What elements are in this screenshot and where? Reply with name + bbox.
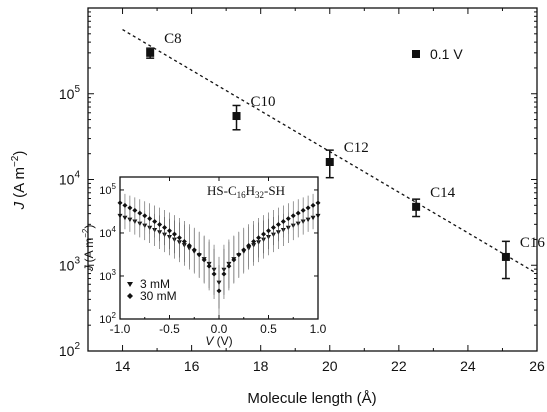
point-label: C16 — [520, 235, 546, 251]
main-y-axis-label: J(A m−2) — [10, 151, 28, 211]
inset-data-point — [127, 205, 133, 211]
inset-data-point — [122, 215, 128, 221]
inset-data-point — [275, 221, 281, 227]
data-point — [412, 202, 421, 211]
inset-data-point — [122, 202, 128, 208]
inset-x-tick-label: 0.0 — [211, 322, 228, 336]
inset-data-point — [310, 202, 316, 208]
inset-legend-label-1: 3 mM — [140, 277, 170, 291]
legend-marker-triangle — [127, 282, 133, 287]
data-point — [501, 252, 510, 261]
inset-data-point — [266, 228, 271, 234]
legend-marker-diamond — [127, 293, 133, 299]
main-x-tick-label: 18 — [253, 358, 269, 374]
inset-x-axis-label: V (V) — [205, 334, 232, 348]
main-y-ticks: 102 103 104 105 — [59, 11, 537, 359]
inset-data-point — [206, 263, 212, 269]
inset-x-ticks: -1.0 -0.5 0.0 0.5 1.0 — [110, 177, 327, 336]
inset-data-point — [157, 221, 163, 227]
inset-y-tick-label: 104 — [99, 225, 116, 240]
inset-data-point — [226, 263, 232, 269]
inset-data-point — [290, 213, 296, 219]
inset-data-point — [167, 228, 172, 234]
inset-y-axis-label: J(A m−2) — [81, 225, 96, 273]
inset-chart: -1.0 -0.5 0.0 0.5 1.0 102 103 104 105 HS-C16H32… — [81, 176, 327, 348]
inset-data-point — [221, 271, 227, 277]
data-point — [232, 112, 241, 121]
inset-data-point — [147, 216, 153, 222]
inset-data-point — [241, 247, 247, 253]
inset-data-point — [186, 243, 192, 249]
inset-data-point — [251, 239, 257, 245]
inset-data-point — [181, 239, 187, 245]
inset-data-point — [236, 252, 242, 258]
main-data-points: C8 C10 C12 C14 C16 — [146, 31, 546, 280]
legend-marker — [412, 50, 420, 58]
main-y-tick-label: 105 — [59, 84, 81, 102]
inset-data-point — [216, 288, 222, 294]
main-x-ticks: 14 16 18 20 22 24 26 — [87, 8, 545, 374]
inset-legend: 3 mM 30 mM — [127, 277, 177, 303]
inset-data-point — [132, 207, 138, 213]
main-x-tick-label: 16 — [184, 358, 200, 374]
inset-data-point — [280, 218, 286, 224]
point-label: C10 — [251, 94, 276, 110]
inset-y-ticks: 102 103 104 105 — [99, 182, 318, 326]
inset-data-point — [142, 213, 148, 219]
data-point — [146, 48, 155, 57]
point-label: C12 — [344, 140, 369, 156]
inset-data-point — [305, 205, 311, 211]
point-label: C8 — [164, 31, 182, 47]
main-x-tick-label: 22 — [391, 358, 407, 374]
main-x-tick-label: 26 — [529, 358, 545, 374]
legend-label: 0.1 V — [430, 46, 463, 62]
inset-data-point — [201, 257, 207, 263]
main-y-tick-label: 104 — [59, 170, 81, 188]
inset-data-point — [196, 252, 202, 258]
inset-data-point — [256, 235, 262, 241]
main-x-tick-label: 24 — [460, 358, 476, 374]
inset-data-point — [191, 247, 197, 253]
inset-data-point — [231, 257, 237, 263]
inset-y-tick-label: 103 — [99, 268, 116, 283]
inset-data-point — [270, 225, 276, 231]
data-point — [325, 157, 334, 166]
inset-data-point — [261, 231, 267, 237]
inset-x-tick-label: 0.5 — [260, 322, 277, 336]
inset-data-point — [171, 231, 177, 237]
main-y-tick-label: 103 — [59, 255, 81, 273]
inset-x-tick-label: 1.0 — [310, 322, 327, 336]
inset-data-point — [246, 243, 252, 249]
main-x-axis-label: Molecule length (Å) — [247, 390, 376, 407]
main-x-tick-label: 14 — [115, 358, 131, 374]
inset-data-point — [295, 210, 301, 216]
inset-x-tick-label: -0.5 — [159, 322, 180, 336]
inset-legend-label-2: 30 mM — [140, 289, 177, 303]
inset-data-point — [137, 210, 143, 216]
inset-data-point — [162, 225, 168, 231]
inset-data-points — [117, 192, 321, 317]
inset-y-tick-label: 105 — [99, 182, 116, 197]
inset-y-tick-label: 102 — [99, 311, 116, 326]
inset-data-point — [152, 218, 158, 224]
inset-title: HS-C16H32-SH — [207, 183, 285, 200]
point-label: C14 — [430, 185, 456, 201]
inset-data-point — [300, 207, 306, 213]
inset-data-point — [310, 215, 316, 221]
main-y-tick-label: 102 — [59, 341, 81, 359]
inset-x-tick-label: -1.0 — [110, 322, 131, 336]
inset-data-point — [285, 216, 291, 222]
main-x-tick-label: 20 — [322, 358, 338, 374]
inset-data-point — [211, 271, 217, 277]
inset-data-point — [176, 235, 182, 241]
